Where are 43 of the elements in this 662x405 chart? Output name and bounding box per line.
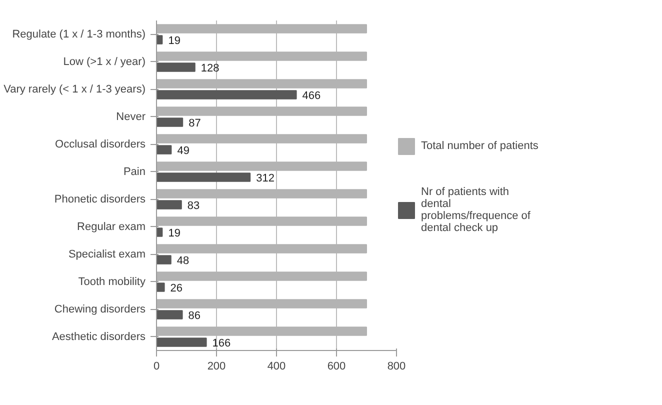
y-tick-label: Pain	[123, 166, 146, 178]
x-tick-label: 400	[267, 360, 286, 372]
data-label: 466	[302, 90, 321, 102]
bar	[156, 255, 172, 264]
bar	[156, 200, 182, 210]
legend-label: Total number of patients	[421, 140, 538, 152]
y-tick-label: Regular exam	[77, 220, 146, 233]
y-tick-label: Regulate (1 x / 1-3 months)	[12, 28, 146, 40]
x-tick-label: 0	[153, 360, 160, 372]
data-label: 87	[188, 117, 201, 130]
data-label: 166	[212, 337, 231, 350]
data-label: 83	[187, 200, 200, 212]
bar	[156, 172, 251, 182]
data-label: 86	[188, 310, 201, 322]
legend-label: Nr of patients with dental problems/frequence of dental check up	[421, 186, 530, 234]
bar	[156, 282, 165, 292]
data-label: 312	[256, 172, 274, 184]
y-tick-label: Vary rarely (< 1 x / 1-3 years)	[4, 83, 146, 96]
data-label: 26	[170, 282, 183, 294]
y-tick-label: Phonetic disorders	[54, 193, 146, 206]
x-tick-label: 200	[207, 360, 226, 372]
data-label: 48	[176, 254, 190, 267]
x-tick-label: 600	[327, 360, 346, 372]
bar	[156, 62, 196, 72]
y-tick-label: Aesthetic disorders	[52, 330, 146, 343]
bar	[156, 90, 297, 100]
bar	[156, 145, 172, 154]
y-tick-label: Chewing disorders	[54, 303, 146, 316]
data-label: 128	[200, 62, 220, 74]
bar	[156, 35, 163, 44]
bar	[156, 228, 163, 237]
data-label: 49	[177, 144, 190, 157]
data-label: 19	[168, 227, 180, 240]
y-tick-label: Low (>1 x / year)	[63, 56, 146, 68]
bar	[156, 118, 184, 127]
x-tick-label: 800	[387, 360, 406, 372]
y-tick-label: Specialist exam	[68, 248, 146, 260]
y-tick-label: Occlusal disorders	[55, 138, 146, 150]
data-label: 19	[168, 34, 180, 47]
y-tick-label: Never	[116, 110, 146, 123]
bar	[156, 310, 183, 320]
y-tick-label: Tooth mobility	[78, 276, 146, 288]
bar	[156, 338, 207, 347]
